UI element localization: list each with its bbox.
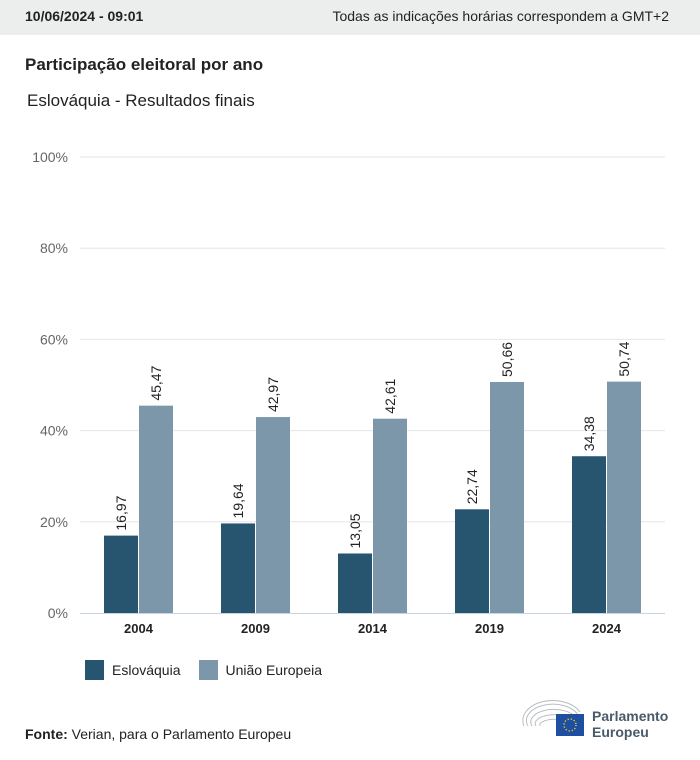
bar-chart: 0% 20% 40% 60% 80% 100% 16,97 45,47 2004 19,64 42,…	[32, 149, 665, 636]
legend-item-slovakia: Eslováquia	[85, 660, 181, 680]
bar-eu	[256, 417, 290, 613]
logo-line2: Europeu	[592, 724, 649, 740]
logo-line1: Parlamento	[592, 708, 669, 724]
data-label: 50,66	[499, 342, 515, 377]
bar-eu	[490, 381, 524, 613]
x-tick-label: 2009	[241, 621, 270, 636]
x-tick-label: 2014	[358, 621, 388, 636]
x-tick-label: 2024	[592, 621, 622, 636]
legend: Eslováquia União Europeia	[85, 660, 340, 680]
chart-title: Participação eleitoral por ano	[25, 55, 264, 74]
data-label: 34,38	[581, 416, 597, 451]
bar-slovakia	[455, 509, 489, 613]
y-tick-label: 80%	[40, 240, 68, 256]
data-label: 45,47	[148, 365, 164, 400]
bar-slovakia	[221, 523, 255, 613]
source-label: Fonte:	[25, 726, 68, 742]
timezone-note: Todas as indicações horárias corresponde…	[332, 8, 669, 24]
data-label: 50,74	[616, 341, 632, 376]
y-tick-label: 20%	[40, 514, 68, 530]
data-label: 42,97	[265, 377, 281, 412]
hemicycle-flag-icon	[522, 700, 584, 736]
bar-slovakia	[572, 456, 606, 613]
top-bar: 10/06/2024 - 09:01 Todas as indicações h…	[0, 0, 700, 35]
y-tick-label: 0%	[48, 605, 68, 621]
bar-eu	[373, 418, 407, 613]
source-note: Fonte: Verian, para o Parlamento Europeu	[25, 726, 291, 742]
y-tick-label: 60%	[40, 331, 68, 347]
y-tick-label: 100%	[32, 149, 68, 165]
x-tick-label: 2004	[124, 621, 154, 636]
bar-slovakia	[104, 535, 138, 613]
y-tick-label: 40%	[40, 423, 68, 439]
chart-subtitle: Eslováquia - Resultados finais	[27, 91, 255, 110]
bar-eu	[139, 405, 173, 613]
data-label: 13,05	[347, 513, 363, 548]
legend-label-eu: União Europeia	[225, 662, 323, 678]
legend-swatch-slovakia	[85, 660, 104, 680]
x-tick-label: 2019	[475, 621, 504, 636]
legend-label-slovakia: Eslováquia	[112, 662, 181, 678]
source-text: Verian, para o Parlamento Europeu	[71, 726, 292, 742]
datetime: 10/06/2024 - 09:01	[25, 8, 144, 24]
parliament-logo: Parlamento Europeu	[520, 700, 680, 740]
bar-slovakia	[338, 553, 372, 613]
data-label: 19,64	[230, 483, 246, 518]
data-label: 22,74	[464, 469, 480, 504]
data-label: 16,97	[113, 495, 129, 530]
data-label: 42,61	[382, 378, 398, 413]
bar-eu	[607, 381, 641, 613]
legend-swatch-eu	[198, 660, 218, 680]
legend-item-eu: União Europeia	[198, 660, 323, 680]
